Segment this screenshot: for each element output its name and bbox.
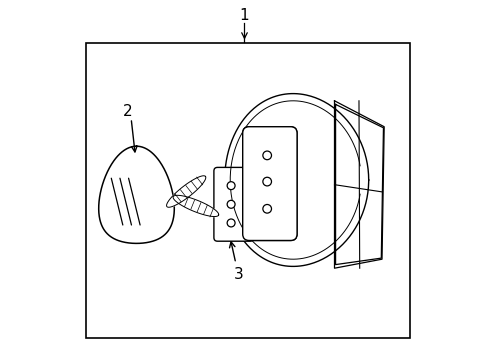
Text: 1: 1	[239, 8, 249, 23]
Circle shape	[227, 200, 235, 208]
Text: 2: 2	[122, 104, 132, 119]
Circle shape	[227, 219, 235, 227]
Polygon shape	[224, 94, 368, 266]
Text: 3: 3	[233, 267, 243, 282]
Polygon shape	[173, 195, 218, 216]
Circle shape	[227, 182, 235, 190]
Polygon shape	[166, 176, 205, 207]
FancyBboxPatch shape	[242, 127, 296, 240]
Bar	[86, 43, 409, 338]
Circle shape	[263, 151, 271, 160]
FancyBboxPatch shape	[242, 127, 296, 240]
Circle shape	[263, 204, 271, 213]
Polygon shape	[99, 146, 174, 243]
Circle shape	[263, 177, 271, 186]
FancyBboxPatch shape	[213, 167, 253, 241]
